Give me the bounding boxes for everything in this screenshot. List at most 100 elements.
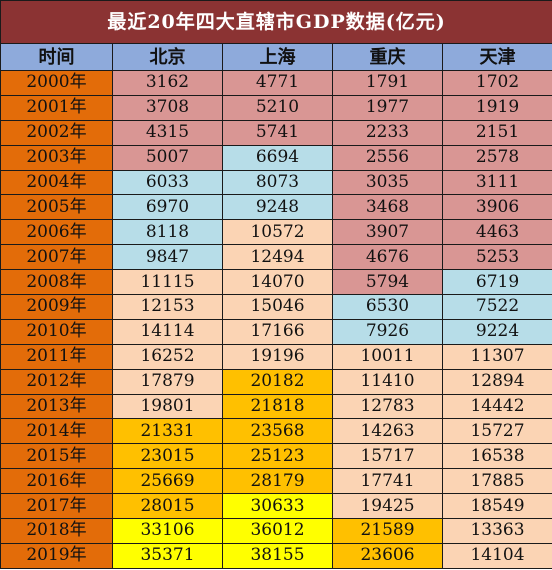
table-row: 2011年 16252 19196 10011 11307 [0,343,552,370]
table-row: 2003年 5007 6694 2556 2578 [0,144,552,171]
gdp-cell-tianjin: 5253 [441,244,552,271]
gdp-cell-tianjin: 3111 [441,169,552,196]
year-cell: 2011年 [0,343,113,370]
table-row: 2010年 14114 17166 7926 9224 [0,318,552,345]
table-row: 2016年 25669 28179 17741 17885 [0,468,552,495]
gdp-cell-shanghai: 5210 [222,94,333,121]
gdp-cell-chongqing: 5794 [332,269,443,296]
table-row: 2009年 12153 15046 6530 7522 [0,294,552,320]
gdp-cell-tianjin: 2578 [441,144,552,171]
gdp-cell-beijing: 25669 [112,468,223,495]
table-row: 2001年 3708 5210 1977 1919 [0,94,552,121]
gdp-cell-tianjin: 11307 [441,343,552,370]
gdp-cell-beijing: 6970 [112,194,223,221]
table-row: 2014年 21331 23568 14263 15727 [0,418,552,445]
gdp-cell-beijing: 23015 [112,443,223,470]
year-cell: 2000年 [0,70,113,96]
table-row: 2000年 3162 4771 1791 1702 [0,70,552,96]
gdp-cell-beijing: 19801 [112,393,223,420]
gdp-cell-chongqing: 7926 [332,318,443,345]
gdp-cell-shanghai: 17166 [222,318,333,345]
gdp-cell-beijing: 4315 [112,119,223,146]
gdp-cell-tianjin: 7522 [441,294,552,320]
gdp-cell-tianjin: 1919 [441,94,552,121]
gdp-cell-beijing: 11115 [112,269,223,296]
gdp-cell-beijing: 3708 [112,94,223,121]
gdp-cell-shanghai: 15046 [222,294,333,320]
header-chongqing: 重庆 [332,43,443,71]
table-row: 2019年 35371 38155 23606 14104 [0,542,552,569]
header-shanghai: 上海 [222,43,333,71]
year-cell: 2013年 [0,393,113,420]
gdp-cell-beijing: 3162 [112,70,223,96]
gdp-cell-beijing: 14114 [112,318,223,345]
gdp-cell-shanghai: 30633 [222,493,333,520]
year-cell: 2015年 [0,443,113,470]
header-row: 时间 北京 上海 重庆 天津 [0,43,552,71]
gdp-cell-beijing: 33106 [112,518,223,544]
gdp-cell-tianjin: 13363 [441,518,552,544]
gdp-cell-chongqing: 10011 [332,343,443,370]
gdp-cell-beijing: 28015 [112,493,223,520]
year-cell: 2004年 [0,169,113,196]
gdp-cell-beijing: 9847 [112,244,223,271]
gdp-cell-beijing: 12153 [112,294,223,320]
table-row: 2002年 4315 5741 2233 2151 [0,119,552,146]
gdp-cell-shanghai: 12494 [222,244,333,271]
year-cell: 2008年 [0,269,113,296]
table-row: 2017年 28015 30633 19425 18549 [0,493,552,520]
gdp-cell-shanghai: 4771 [222,70,333,96]
gdp-cell-chongqing: 23606 [332,542,443,569]
table-row: 2006年 8118 10572 3907 4463 [0,219,552,246]
gdp-cell-shanghai: 19196 [222,343,333,370]
table-row: 2005年 6970 9248 3468 3906 [0,194,552,221]
gdp-cell-shanghai: 14070 [222,269,333,296]
gdp-cell-shanghai: 10572 [222,219,333,246]
gdp-cell-shanghai: 36012 [222,518,333,544]
gdp-cell-shanghai: 6694 [222,144,333,171]
year-cell: 2014年 [0,418,113,445]
gdp-cell-shanghai: 8073 [222,169,333,196]
gdp-cell-shanghai: 9248 [222,194,333,221]
table-row: 2013年 19801 21818 12783 14442 [0,393,552,420]
gdp-cell-shanghai: 5741 [222,119,333,146]
table-title: 最近20年四大直辖市GDP数据(亿元) [0,0,552,44]
gdp-cell-chongqing: 15717 [332,443,443,470]
gdp-cell-chongqing: 12783 [332,393,443,420]
year-cell: 2002年 [0,119,113,146]
gdp-cell-shanghai: 20182 [222,368,333,395]
gdp-cell-chongqing: 1791 [332,70,443,96]
gdp-cell-chongqing: 4676 [332,244,443,271]
gdp-cell-tianjin: 18549 [441,493,552,520]
gdp-cell-tianjin: 1702 [441,70,552,96]
gdp-cell-tianjin: 17885 [441,468,552,495]
year-cell: 2009年 [0,294,113,320]
year-cell: 2003年 [0,144,113,171]
gdp-cell-chongqing: 2556 [332,144,443,171]
gdp-cell-tianjin: 14104 [441,542,552,569]
table-row: 2004年 6033 8073 3035 3111 [0,169,552,196]
header-time: 时间 [0,43,113,71]
gdp-cell-beijing: 6033 [112,169,223,196]
gdp-cell-chongqing: 1977 [332,94,443,121]
table-row: 2018年 33106 36012 21589 13363 [0,518,552,544]
year-cell: 2018年 [0,518,113,544]
gdp-cell-beijing: 17879 [112,368,223,395]
gdp-cell-tianjin: 3906 [441,194,552,221]
gdp-cell-chongqing: 11410 [332,368,443,395]
table-body: 2000年 3162 4771 1791 1702 2001年 3708 5210 1977 19… [0,70,552,569]
gdp-cell-tianjin: 6719 [441,269,552,296]
gdp-cell-chongqing: 3468 [332,194,443,221]
gdp-cell-shanghai: 38155 [222,542,333,569]
header-tianjin: 天津 [441,43,552,71]
gdp-cell-tianjin: 16538 [441,443,552,470]
gdp-cell-beijing: 16252 [112,343,223,370]
year-cell: 2010年 [0,318,113,345]
gdp-cell-beijing: 8118 [112,219,223,246]
gdp-cell-shanghai: 21818 [222,393,333,420]
year-cell: 2005年 [0,194,113,221]
gdp-cell-tianjin: 12894 [441,368,552,395]
gdp-cell-shanghai: 28179 [222,468,333,495]
title-row: 最近20年四大直辖市GDP数据(亿元) [0,0,552,44]
